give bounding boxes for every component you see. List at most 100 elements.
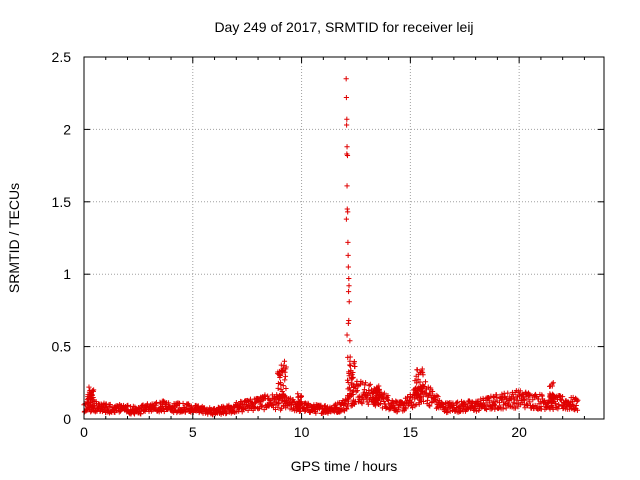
data-point bbox=[131, 411, 138, 417]
data-point bbox=[265, 393, 271, 399]
x-tick-label: 20 bbox=[511, 424, 527, 440]
data-point bbox=[250, 400, 256, 407]
data-point bbox=[414, 367, 421, 373]
data-point bbox=[376, 395, 383, 401]
data-point bbox=[346, 283, 352, 289]
data-point bbox=[420, 388, 426, 394]
data-point bbox=[277, 372, 283, 379]
data-point bbox=[89, 388, 96, 394]
data-point bbox=[88, 403, 94, 409]
data-point bbox=[344, 183, 350, 189]
data-point bbox=[366, 387, 372, 394]
data-point bbox=[107, 401, 113, 408]
data-point bbox=[365, 401, 371, 407]
data-point bbox=[236, 408, 242, 414]
data-point bbox=[359, 400, 365, 407]
x-tick-label: 0 bbox=[80, 424, 88, 440]
data-point bbox=[313, 410, 319, 416]
data-point bbox=[346, 299, 352, 305]
data-point bbox=[527, 399, 533, 405]
data-point bbox=[454, 400, 460, 406]
data-point bbox=[281, 358, 288, 364]
data-point bbox=[346, 385, 353, 391]
data-point bbox=[530, 397, 536, 403]
data-point bbox=[352, 363, 358, 370]
data-point bbox=[280, 383, 286, 389]
data-point bbox=[526, 391, 532, 398]
data-point bbox=[417, 392, 423, 398]
data-point bbox=[348, 403, 354, 409]
data-point bbox=[282, 377, 288, 383]
data-point bbox=[426, 402, 432, 408]
data-point bbox=[492, 406, 498, 412]
data-point bbox=[425, 384, 431, 390]
data-point bbox=[422, 379, 429, 385]
data-point bbox=[396, 407, 402, 413]
data-point bbox=[345, 379, 351, 386]
data-point bbox=[433, 399, 439, 405]
data-point bbox=[185, 405, 191, 412]
data-point bbox=[505, 390, 511, 396]
data-point bbox=[434, 392, 440, 399]
data-point bbox=[478, 396, 484, 402]
data-point bbox=[344, 116, 350, 122]
x-tick-label: 5 bbox=[189, 424, 197, 440]
data-point bbox=[125, 402, 131, 408]
data-point bbox=[345, 288, 352, 295]
data-point bbox=[161, 408, 167, 415]
data-point bbox=[344, 144, 350, 150]
data-point bbox=[344, 122, 350, 128]
data-point bbox=[275, 385, 281, 391]
data-point bbox=[279, 388, 285, 395]
data-point bbox=[361, 386, 368, 393]
data-point bbox=[343, 76, 349, 82]
data-point bbox=[550, 406, 556, 413]
data-point bbox=[455, 399, 461, 405]
data-point bbox=[435, 394, 441, 400]
y-axis-label: SRMTID / TECUs bbox=[6, 183, 22, 293]
data-point bbox=[283, 385, 289, 392]
data-point bbox=[362, 380, 369, 386]
data-point bbox=[88, 409, 94, 415]
x-tick-label: 15 bbox=[403, 424, 419, 440]
data-point bbox=[160, 398, 167, 404]
data-point bbox=[343, 94, 349, 101]
data-point bbox=[89, 408, 95, 414]
y-tick-label: 1.5 bbox=[52, 194, 72, 210]
data-point bbox=[389, 403, 395, 409]
data-point bbox=[281, 393, 287, 399]
data-point bbox=[346, 275, 352, 282]
data-point bbox=[297, 402, 304, 408]
data-point bbox=[282, 373, 289, 379]
data-point bbox=[340, 407, 346, 413]
data-point bbox=[412, 396, 418, 402]
data-point bbox=[345, 209, 351, 215]
grid bbox=[84, 57, 604, 419]
data-point bbox=[90, 394, 96, 401]
axis-ticks: 0 5 10 15 20 0 0.5 1 1.5 2 2.5 bbox=[52, 49, 604, 440]
data-point bbox=[375, 394, 382, 400]
data-point bbox=[515, 404, 521, 410]
y-tick-label: 2.5 bbox=[52, 49, 72, 65]
data-point bbox=[302, 408, 308, 414]
data-point bbox=[298, 393, 304, 400]
data-point bbox=[418, 398, 425, 405]
data-point bbox=[322, 403, 328, 409]
data-point bbox=[345, 320, 351, 327]
data-point bbox=[349, 389, 356, 395]
data-point bbox=[275, 404, 281, 410]
data-point bbox=[381, 398, 387, 405]
data-point bbox=[417, 379, 423, 385]
data-point bbox=[414, 380, 420, 386]
data-point bbox=[521, 397, 528, 403]
data-point bbox=[483, 406, 490, 413]
x-axis-label: GPS time / hours bbox=[291, 458, 398, 474]
data-point bbox=[91, 387, 97, 393]
data-point bbox=[344, 406, 350, 412]
data-point bbox=[351, 383, 357, 390]
data-point bbox=[415, 376, 421, 382]
data-point bbox=[447, 408, 453, 414]
data-point bbox=[345, 252, 351, 258]
data-point bbox=[575, 397, 581, 403]
data-point bbox=[355, 383, 361, 389]
